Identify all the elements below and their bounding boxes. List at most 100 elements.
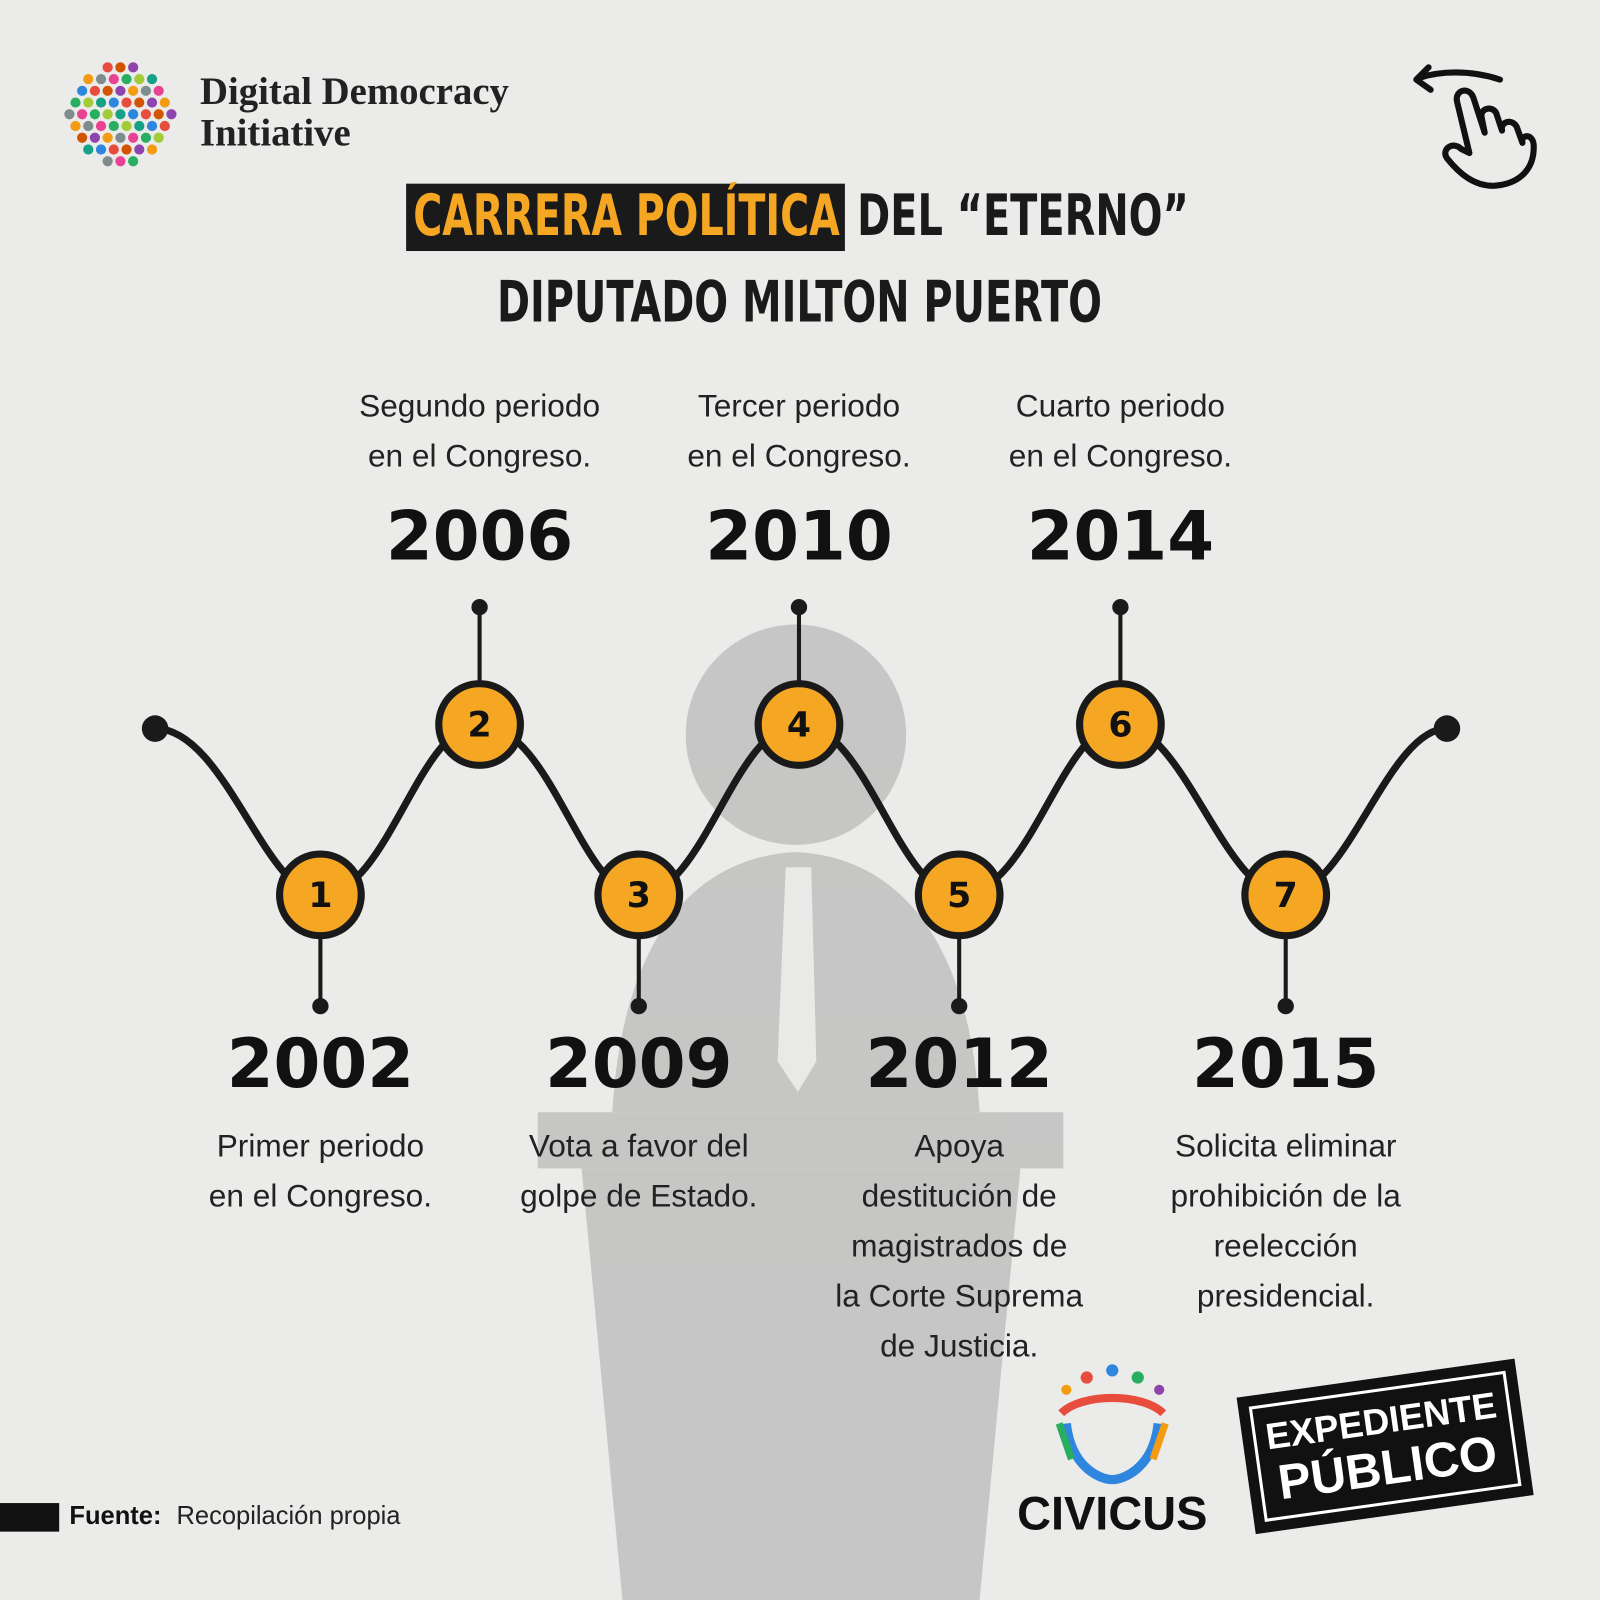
event-description: Solicita eliminar xyxy=(1175,1127,1396,1163)
event-description: Primer periodo xyxy=(217,1127,424,1163)
event-year: 2010 xyxy=(705,496,892,575)
logo-dot xyxy=(102,62,113,73)
logo-dot xyxy=(134,120,145,132)
event-number: 1 xyxy=(308,876,332,916)
logo-dot xyxy=(128,85,139,96)
logo-dot xyxy=(134,73,145,85)
timeline-end xyxy=(1433,715,1461,742)
event-node xyxy=(276,850,365,940)
logo-dot xyxy=(70,97,81,108)
event-description: Segundo periodo xyxy=(359,388,600,424)
logo-dot xyxy=(83,144,94,155)
logo-dot xyxy=(108,120,119,132)
logo-dot xyxy=(70,120,81,132)
logo-dot xyxy=(128,132,139,143)
source-label: Fuente: xyxy=(69,1502,161,1530)
event-description: Vota a favor del xyxy=(529,1127,749,1163)
logo-dot xyxy=(115,62,126,73)
logo-dot xyxy=(115,156,126,167)
logo-dot xyxy=(128,109,139,120)
timeline-end xyxy=(141,715,169,742)
logo-dot xyxy=(108,73,119,85)
logo-dot xyxy=(89,109,100,120)
title: DIPUTADO MILTON PUERTO xyxy=(497,270,1102,336)
event-year: 2014 xyxy=(1027,496,1214,575)
logo-dot xyxy=(77,132,88,143)
expediente-logo: EXPEDIENTE PÚBLICO xyxy=(1236,1358,1534,1535)
logo-dot xyxy=(115,132,126,143)
logo-dot xyxy=(140,132,152,143)
logo-dot xyxy=(64,109,75,120)
event-node xyxy=(914,850,1004,940)
event-description: reelección xyxy=(1214,1227,1358,1263)
event-year: 2009 xyxy=(545,1024,732,1103)
tie xyxy=(777,867,817,1092)
event-number: 7 xyxy=(1274,876,1298,916)
logo-dot xyxy=(95,120,107,132)
stem-dot xyxy=(312,997,329,1015)
event-description: en el Congreso. xyxy=(209,1177,432,1213)
logo-dot xyxy=(89,132,100,143)
event-description: en el Congreso. xyxy=(368,438,591,474)
event-year: 2002 xyxy=(227,1024,414,1103)
logo-dot xyxy=(134,97,145,108)
logo-dot xyxy=(128,156,139,167)
logo-dot xyxy=(166,109,177,120)
event-description: golpe de Estado. xyxy=(520,1177,757,1213)
stem-dot xyxy=(951,997,968,1015)
logo-dot xyxy=(102,85,113,96)
event-node xyxy=(1241,850,1331,940)
logo-dot xyxy=(83,97,94,108)
logo-dot xyxy=(128,62,139,73)
logo-dot xyxy=(95,144,107,155)
logo-dot xyxy=(89,85,100,96)
logo-dot xyxy=(77,85,88,96)
logo-dot xyxy=(102,109,113,120)
logo-dot xyxy=(83,73,94,85)
logo-dot xyxy=(153,132,164,143)
event-description: en el Congreso. xyxy=(1009,438,1232,474)
event-number: 3 xyxy=(627,876,651,916)
logo-dot xyxy=(159,97,170,108)
logo-dot xyxy=(121,97,132,108)
logo-dot xyxy=(95,73,107,85)
event-description: Apoya xyxy=(914,1127,1004,1163)
event-number: 6 xyxy=(1108,706,1132,746)
logo-dot xyxy=(108,97,119,108)
logo-dot xyxy=(146,144,158,155)
event-description: destitución de xyxy=(862,1177,1057,1213)
stem-dot xyxy=(471,598,488,616)
event-year: 2006 xyxy=(386,496,573,575)
event-year: 2015 xyxy=(1192,1024,1379,1103)
event-node xyxy=(594,850,684,940)
logo-dot xyxy=(159,120,170,132)
event-node xyxy=(1076,680,1165,769)
logo-text: Digital Democracy xyxy=(200,70,509,113)
logo-dot xyxy=(146,73,158,85)
logo-dot xyxy=(121,73,132,85)
events: 1 2002 Primer periodo en el Congreso. 2 2006 S… xyxy=(209,388,1402,1364)
event-description: presidencial. xyxy=(1197,1277,1375,1313)
logo-dot xyxy=(102,156,113,167)
event-description: magistrados de xyxy=(851,1227,1067,1263)
logo-dot xyxy=(77,109,88,120)
event-node xyxy=(435,680,524,769)
title: DEL “ETERNO” xyxy=(857,183,1189,249)
logo-dot xyxy=(153,109,164,120)
logo-dot xyxy=(121,120,132,132)
logo-dot xyxy=(146,97,158,108)
event-description: Cuarto periodo xyxy=(1016,388,1225,424)
footer-bar xyxy=(0,1503,60,1532)
event-description: Tercer periodo xyxy=(698,388,900,424)
logo-dot xyxy=(153,85,164,96)
source: Recopilación propia xyxy=(177,1502,402,1530)
stem-dot xyxy=(790,598,808,616)
event-node xyxy=(754,680,844,769)
logo-mark xyxy=(64,62,177,167)
title: CARRERA POLÍTICA xyxy=(413,181,840,249)
logo-dot xyxy=(121,144,132,155)
stem-dot xyxy=(1277,997,1294,1015)
event-number: 5 xyxy=(947,876,971,916)
logo-dot xyxy=(140,109,152,120)
